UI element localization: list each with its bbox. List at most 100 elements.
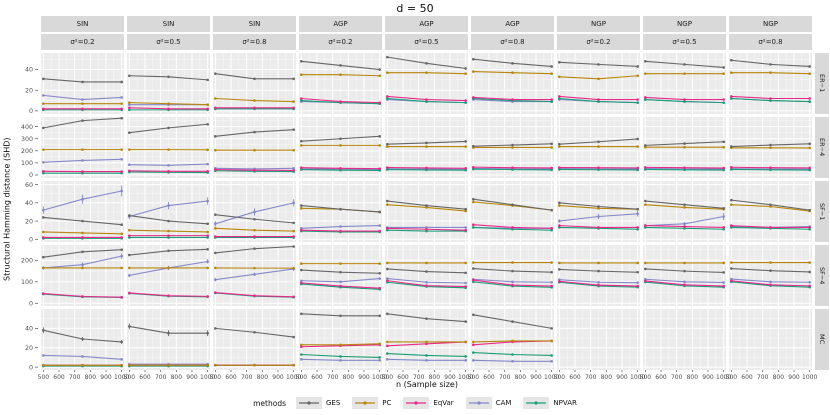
facet-panel <box>213 181 296 242</box>
facet-panel <box>643 309 726 370</box>
svg-text:800: 800 <box>343 374 355 381</box>
svg-text:300: 300 <box>21 136 33 143</box>
svg-text:800: 800 <box>773 374 785 381</box>
legend-key-swatch <box>296 397 322 409</box>
svg-text:0: 0 <box>29 236 33 243</box>
facet-panel <box>385 245 468 306</box>
svg-text:500: 500 <box>640 374 652 381</box>
facet-panel <box>643 117 726 178</box>
col-strip: SIN σ²=0.8 <box>213 16 296 50</box>
right-gutter-spacer <box>815 16 829 50</box>
svg-text:600: 600 <box>397 374 409 381</box>
legend-entry-label: GES <box>326 399 341 407</box>
facet-panel <box>41 117 124 178</box>
y-axis-ticks: 0 100 200 300 400 <box>21 124 38 179</box>
legend-entry-label: PC <box>382 399 392 407</box>
svg-text:1000: 1000 <box>802 374 817 381</box>
legend-entry-EqVar: EqVar <box>403 397 454 409</box>
x-axis-ticks: 500 600 700 800 900 1000 <box>382 370 473 381</box>
facet-panel <box>127 309 210 370</box>
col-strip: NGP σ²=0.2 <box>557 16 640 50</box>
svg-text:1000: 1000 <box>286 374 301 381</box>
x-axis-ticks: 500 600 700 800 900 1000 <box>640 370 731 381</box>
left-gutter-spacer <box>0 16 38 50</box>
svg-text:60: 60 <box>25 182 33 189</box>
svg-text:1000: 1000 <box>114 374 129 381</box>
svg-text:900: 900 <box>616 374 628 381</box>
svg-text:900: 900 <box>272 374 284 381</box>
svg-text:800: 800 <box>687 374 699 381</box>
legend-title: methods <box>253 398 286 408</box>
svg-text:20: 20 <box>25 345 33 352</box>
x-axis-ticks-row: 500 600 700 800 900 1000 500 600 700 800 900 1000 50… <box>0 370 830 381</box>
svg-text:500: 500 <box>210 374 222 381</box>
legend-key-swatch <box>523 397 550 409</box>
svg-text:800: 800 <box>257 374 269 381</box>
svg-text:600: 600 <box>53 374 65 381</box>
facet-panel <box>557 181 640 242</box>
svg-text:700: 700 <box>413 374 425 381</box>
facet-row: 0 20 40 MC <box>0 309 830 371</box>
svg-text:1000: 1000 <box>200 374 215 381</box>
svg-text:700: 700 <box>155 374 167 381</box>
col-strip-group-label: SIN <box>41 16 124 32</box>
svg-text:800: 800 <box>601 374 613 381</box>
svg-text:20: 20 <box>25 87 33 94</box>
facet-panel <box>557 53 640 114</box>
svg-text:800: 800 <box>171 374 183 381</box>
y-axis-ticks: 0 20 40 60 <box>25 182 38 243</box>
svg-text:600: 600 <box>741 374 753 381</box>
svg-text:600: 600 <box>225 374 237 381</box>
col-strip-sigma-label: σ²=0.2 <box>299 34 382 50</box>
facet-row: 0 20 40 60 SF−1 <box>0 181 830 243</box>
svg-text:900: 900 <box>444 374 456 381</box>
facet-panel <box>471 309 554 370</box>
facet-panel <box>299 181 382 242</box>
y-axis-ticks: 0 20 40 <box>25 67 38 115</box>
col-strip: SIN σ²=0.2 <box>41 16 124 50</box>
col-strip-group-label: NGP <box>643 16 726 32</box>
svg-text:1000: 1000 <box>544 374 559 381</box>
svg-text:700: 700 <box>585 374 597 381</box>
facet-rows: 0 20 40 ER−1 0 100 200 300 400 ER−4 0 20 40 60 SF−1 0 10… <box>0 53 830 371</box>
col-strip-group-label: SIN <box>213 16 296 32</box>
svg-text:1000: 1000 <box>372 374 387 381</box>
svg-text:500: 500 <box>382 374 394 381</box>
svg-text:700: 700 <box>757 374 769 381</box>
column-strips-row: SIN σ²=0.2 SIN σ²=0.5 SIN σ²=0.8 AGP σ²=0.2 AGP σ… <box>0 16 830 50</box>
col-strip-sigma-label: σ²=0.2 <box>557 34 640 50</box>
svg-text:800: 800 <box>85 374 97 381</box>
x-axis-ticks: 500 600 700 800 900 1000 <box>726 370 817 381</box>
left-gutter-spacer <box>0 370 38 380</box>
svg-text:500: 500 <box>554 374 566 381</box>
col-strip-group-label: SIN <box>127 16 210 32</box>
svg-text:500: 500 <box>468 374 480 381</box>
legend-entry-PC: PC <box>352 397 391 409</box>
svg-text:1000: 1000 <box>458 374 473 381</box>
facet-panel <box>213 53 296 114</box>
x-axis-ticks: 500 600 700 800 900 1000 <box>124 370 215 381</box>
svg-text:600: 600 <box>483 374 495 381</box>
x-axis-ticks: 500 600 700 800 900 1000 <box>38 370 129 381</box>
svg-text:500: 500 <box>38 374 50 381</box>
svg-text:0: 0 <box>29 172 33 179</box>
svg-text:1000: 1000 <box>630 374 645 381</box>
y-axis-ticks: 0 20 40 <box>25 326 38 371</box>
svg-text:40: 40 <box>25 67 33 74</box>
col-strip: AGP σ²=0.8 <box>471 16 554 50</box>
facet-panel <box>299 245 382 306</box>
svg-text:500: 500 <box>124 374 136 381</box>
svg-text:200: 200 <box>21 258 33 265</box>
y-axis-ticks: 0 100 200 <box>21 258 38 307</box>
x-axis-title: n (Sample size) <box>396 380 458 389</box>
col-strip-sigma-label: σ²=0.5 <box>127 34 210 50</box>
y-axis-title: Structural Hamming distance (SHD) <box>2 137 12 282</box>
facet-panel <box>557 309 640 370</box>
facet-panel <box>385 309 468 370</box>
facet-row: 0 100 200 300 400 ER−4 <box>0 117 830 179</box>
svg-text:0: 0 <box>29 108 33 115</box>
svg-text:900: 900 <box>530 374 542 381</box>
facet-panel <box>385 117 468 178</box>
svg-text:0: 0 <box>29 364 33 371</box>
svg-text:600: 600 <box>569 374 581 381</box>
